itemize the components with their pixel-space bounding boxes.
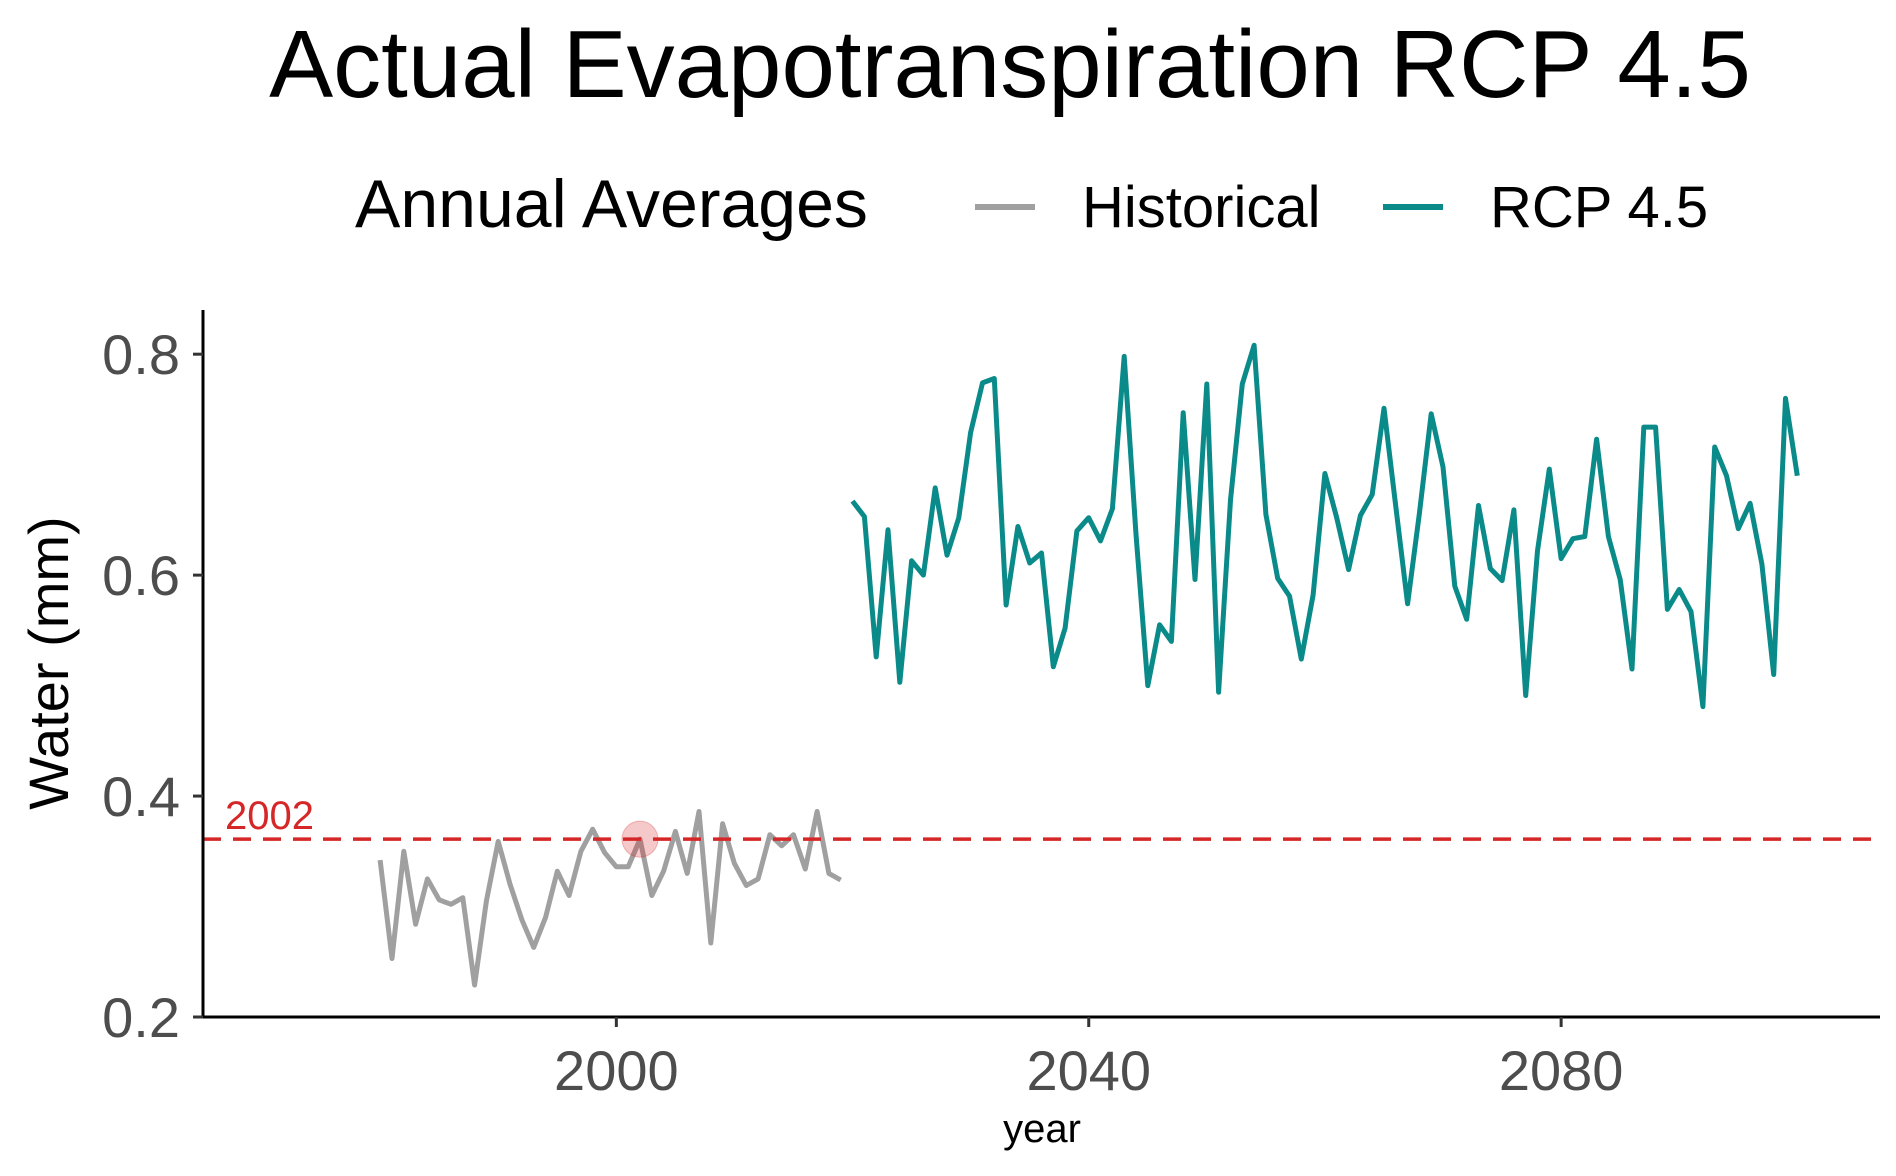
- series-line-historical: [377, 809, 842, 988]
- series-line-rcp-4-5: [850, 342, 1800, 710]
- x-tick-label: 2080: [1499, 1039, 1624, 1102]
- legend-label-historical: Historical: [1082, 175, 1321, 240]
- x-tick-label: 2000: [554, 1039, 679, 1102]
- y-tick-label: 0.8: [102, 323, 180, 386]
- chart-title: Actual Evapotranspiration RCP 4.5: [269, 11, 1751, 118]
- x-axis-title: year: [1003, 1107, 1081, 1151]
- y-tick-label: 0.4: [102, 765, 180, 828]
- legend: Annual Averages Historical RCP 4.5: [355, 166, 1708, 242]
- reference-line-label: 2002: [225, 794, 314, 838]
- y-axis-ticks: 0.2 0.4 0.6 0.8: [102, 323, 203, 1049]
- highlight-point: [621, 820, 659, 858]
- x-tick-label: 2040: [1026, 1039, 1151, 1102]
- legend-label-rcp45: RCP 4.5: [1490, 175, 1708, 240]
- x-axis-ticks: 2000 2040 2080: [554, 1017, 1623, 1102]
- y-tick-label: 0.2: [102, 986, 180, 1049]
- legend-title: Annual Averages: [355, 166, 868, 242]
- plot-area: 2002: [203, 342, 1880, 988]
- y-tick-label: 0.6: [102, 544, 180, 607]
- y-axis-title: Water (mm): [17, 516, 80, 809]
